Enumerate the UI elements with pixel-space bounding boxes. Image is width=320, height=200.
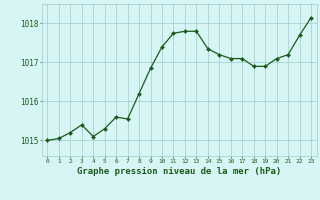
X-axis label: Graphe pression niveau de la mer (hPa): Graphe pression niveau de la mer (hPa)	[77, 167, 281, 176]
